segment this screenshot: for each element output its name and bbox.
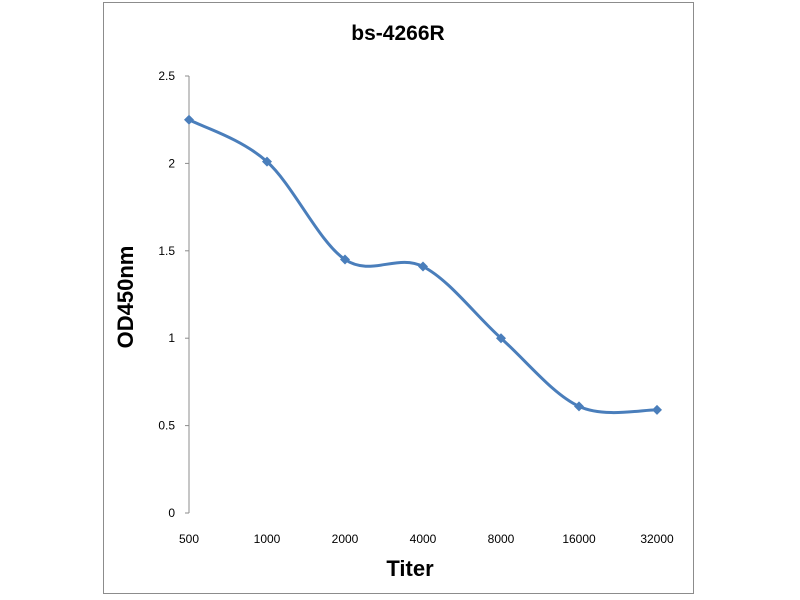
data-point-marker [184, 114, 194, 125]
x-tick-label: 1000 [254, 532, 281, 546]
y-tick-label: 1 [168, 331, 175, 345]
data-point-marker [574, 401, 584, 412]
y-tick-label: 0.5 [158, 419, 175, 433]
x-tick-label: 2000 [332, 532, 359, 546]
data-point-marker [340, 254, 350, 265]
x-axis-ticks: 500 1000 2000 4000 8000 16000 32000 [179, 532, 674, 546]
data-point-marker [262, 156, 272, 167]
x-axis-title: Titer [386, 556, 434, 581]
x-tick-label: 4000 [410, 532, 437, 546]
y-tick-label: 2 [168, 156, 175, 170]
chart-frame [103, 2, 694, 594]
y-axis-title: OD450nm [113, 246, 138, 349]
x-tick-label: 32000 [640, 532, 674, 546]
data-point-marker [418, 261, 428, 272]
y-tick-label: 0 [168, 506, 175, 520]
data-point-marker [652, 404, 662, 415]
data-point-marker [496, 333, 506, 344]
data-markers [184, 114, 662, 415]
y-tick-label: 2.5 [158, 69, 175, 83]
y-axis-ticks: 0 0.5 1 1.5 2 2.5 [158, 69, 189, 520]
x-tick-label: 500 [179, 532, 199, 546]
x-tick-label: 16000 [562, 532, 596, 546]
x-tick-label: 8000 [488, 532, 515, 546]
chart-title: bs-4266R [351, 22, 444, 45]
y-tick-label: 1.5 [158, 244, 175, 258]
